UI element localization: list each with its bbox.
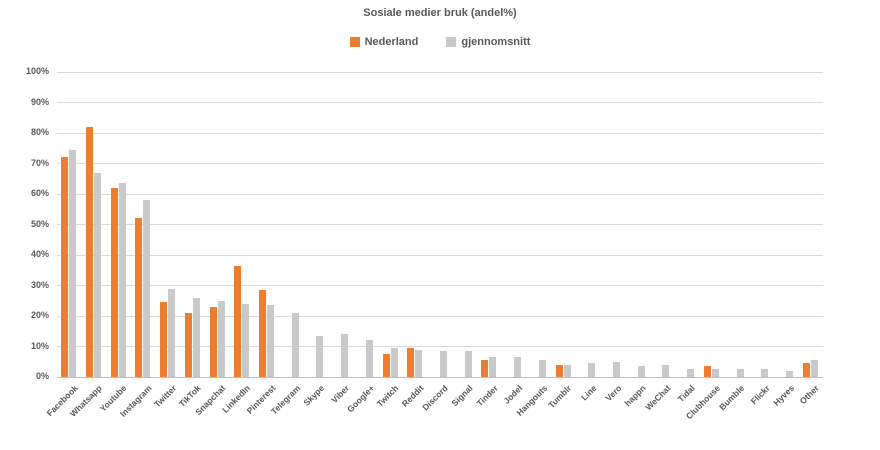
bar-nederland [160, 302, 168, 377]
bar-gjennomsnitt [637, 366, 645, 377]
bar-gjennomsnitt [736, 369, 744, 377]
bar-gjennomsnitt [168, 289, 176, 377]
bar-nederland [555, 365, 563, 377]
bar-gjennomsnitt [341, 334, 349, 377]
gridline [57, 132, 823, 134]
x-axis-label: Line [578, 383, 599, 403]
bar-nederland [802, 363, 810, 377]
bar-gjennomsnitt [217, 301, 225, 377]
y-axis-label: 0% [35, 371, 49, 381]
bar-gjennomsnitt [711, 369, 719, 377]
y-axis-label: 80% [30, 127, 49, 137]
gridline [57, 315, 823, 317]
bar-gjennomsnitt [415, 350, 423, 377]
bar-nederland [184, 313, 192, 377]
bar-gjennomsnitt [761, 369, 769, 377]
y-axis-label: 60% [30, 188, 49, 198]
bar-gjennomsnitt [489, 357, 497, 377]
bar-gjennomsnitt [612, 362, 620, 377]
bar-gjennomsnitt [563, 365, 571, 377]
bar-nederland [135, 218, 143, 377]
legend: Nederland gjennomsnitt [0, 36, 880, 48]
x-axis-label: Skype [301, 383, 327, 408]
bar-gjennomsnitt [785, 371, 793, 377]
x-axis-label: Tumblr [546, 383, 574, 411]
bar-gjennomsnitt [588, 363, 596, 377]
y-axis-label: 50% [30, 218, 49, 229]
legend-swatch-nederland [349, 37, 360, 47]
y-axis-label: 90% [30, 96, 49, 107]
x-axis-label: Tinder [474, 383, 500, 409]
legend-item-gjennomsnitt: gjennomsnitt [446, 36, 530, 48]
y-axis-label: 100% [25, 66, 49, 76]
bar-gjennomsnitt [118, 183, 126, 377]
bar-gjennomsnitt [267, 305, 275, 377]
x-axis-label: Twitter [151, 383, 179, 410]
x-axis-label: WeChat [643, 383, 673, 413]
gridline [57, 163, 823, 164]
x-axis-label: Signal [449, 383, 475, 409]
gridline [57, 346, 823, 347]
y-axis-label: 10% [30, 340, 49, 351]
gridline [57, 71, 823, 73]
bar-gjennomsnitt [390, 348, 398, 377]
bar-gjennomsnitt [192, 298, 200, 377]
bar-gjennomsnitt [94, 173, 102, 377]
bar-nederland [234, 266, 242, 377]
bar-nederland [407, 348, 415, 377]
x-axis-label: Twitch [374, 383, 401, 409]
bar-nederland [481, 360, 489, 377]
legend-label-gjennomsnitt: gjennomsnitt [461, 36, 531, 48]
y-axis-label: 40% [30, 249, 49, 259]
bar-nederland [110, 188, 118, 377]
bar-nederland [209, 307, 217, 377]
legend-item-nederland: Nederland [349, 36, 419, 48]
x-axis-label: Bumble [717, 383, 747, 413]
legend-swatch-gjennomsnitt [446, 37, 457, 47]
x-axis-label: Discord [420, 383, 451, 413]
bar-nederland [86, 127, 94, 377]
bar-gjennomsnitt [440, 351, 447, 377]
gridline [57, 376, 823, 378]
y-axis-label: 70% [30, 157, 49, 168]
bar-gjennomsnitt [69, 150, 77, 377]
gridline [57, 102, 823, 103]
x-axis-label: Vero [602, 383, 624, 404]
bar-gjennomsnitt [687, 369, 695, 377]
bar-gjennomsnitt [810, 360, 818, 377]
bar-gjennomsnitt [242, 304, 250, 377]
y-axis-label: 30% [30, 279, 49, 290]
y-axis-label: 20% [30, 310, 49, 320]
bar-gjennomsnitt [291, 313, 299, 377]
bar-gjennomsnitt [538, 360, 546, 377]
gridline [57, 193, 823, 195]
x-axis-label: Hyves [771, 383, 797, 408]
x-axis-label: Other [797, 383, 821, 407]
bar-gjennomsnitt [662, 365, 670, 377]
legend-label-nederland: Nederland [364, 36, 419, 48]
bar-gjennomsnitt [514, 357, 522, 377]
bar-gjennomsnitt [365, 340, 373, 377]
chart-title: Sosiale medier bruk (andel%) [363, 7, 517, 19]
bar-gjennomsnitt [464, 351, 472, 377]
bar-gjennomsnitt [143, 200, 151, 377]
bar-nederland [61, 157, 69, 377]
x-axis-label: Tidal [676, 383, 698, 404]
gridline [57, 224, 823, 225]
x-axis-label: Jodel [501, 383, 525, 406]
bar-gjennomsnitt [316, 336, 324, 377]
gridline [57, 285, 823, 286]
x-axis-label: Flickr [748, 383, 772, 407]
gridline [57, 254, 823, 256]
bar-nederland [703, 366, 711, 377]
bar-nederland [259, 290, 267, 377]
bar-nederland [382, 354, 390, 377]
x-axis-label: Viber [329, 383, 352, 405]
